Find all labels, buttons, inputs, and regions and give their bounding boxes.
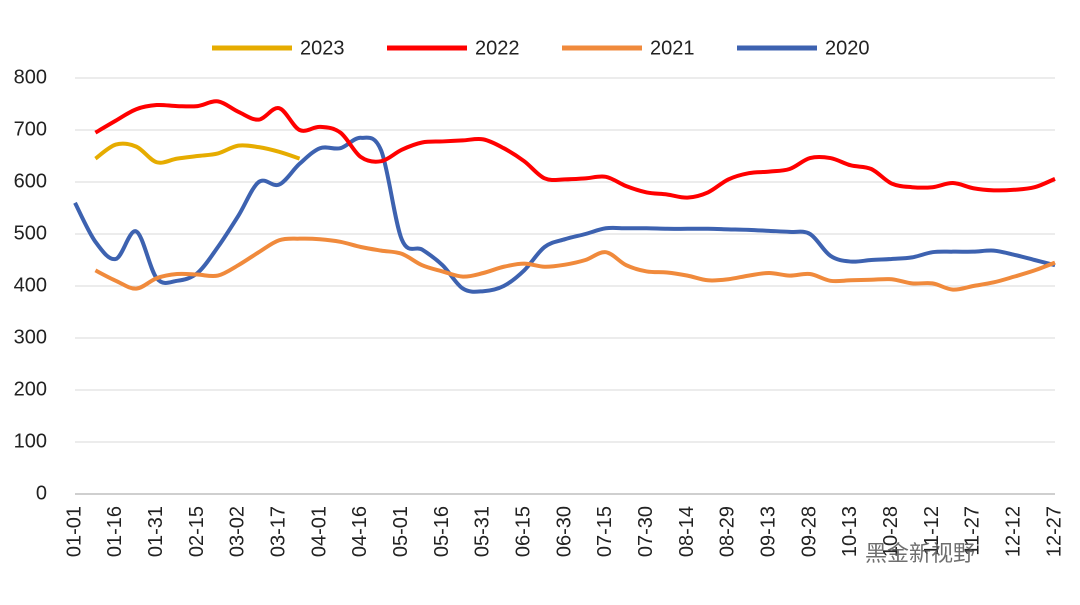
- legend-label: 2023: [300, 37, 345, 59]
- x-tick-label: 06-15: [512, 506, 534, 557]
- legend-label: 2022: [475, 37, 520, 59]
- series-line: [94, 99, 1056, 200]
- x-tick-label: 01-31: [145, 506, 167, 557]
- y-tick-label: 0: [36, 482, 47, 504]
- x-tick-label: 11-27: [962, 506, 984, 556]
- x-tick-label: 08-14: [676, 506, 698, 557]
- x-tick-label: 12-12: [1002, 506, 1024, 557]
- x-tick-label: 03-02: [227, 506, 249, 557]
- y-tick-label: 400: [14, 274, 47, 296]
- series-line: [94, 236, 1056, 292]
- x-tick-label: 09-13: [757, 506, 779, 557]
- x-tick-label: 06-30: [553, 506, 575, 557]
- series-line: [73, 135, 1056, 294]
- x-tick-label: 02-15: [186, 506, 208, 557]
- series-line: [94, 141, 301, 165]
- legend-label: 2021: [650, 37, 695, 59]
- y-tick-label: 300: [14, 326, 47, 348]
- plot: 0 100 200 300 400 500 600 700 800 01-01 01-16 01-31…: [14, 37, 1066, 557]
- x-tick-label: 05-31: [472, 506, 494, 557]
- legend-label: 2020: [825, 37, 870, 59]
- x-tick-label: 05-01: [390, 506, 412, 557]
- y-tick-label: 200: [14, 378, 47, 400]
- x-tick-label: 08-29: [717, 506, 739, 557]
- x-tick-label: 01-16: [104, 506, 126, 557]
- watermark: 黑金新视野: [865, 541, 975, 566]
- x-tick-label: 12-27: [1043, 506, 1065, 557]
- y-tick-label: 800: [14, 66, 47, 88]
- y-tick-label: 600: [14, 170, 47, 192]
- x-tick-label: 01-01: [63, 506, 85, 557]
- x-tick-label: 11-12: [921, 506, 943, 556]
- x-tick-label: 05-16: [431, 506, 453, 557]
- x-tick-label: 10-13: [839, 506, 861, 557]
- x-tick-label: 07-30: [635, 506, 657, 557]
- y-tick-label: 100: [14, 430, 47, 452]
- y-tick-label: 700: [14, 118, 47, 140]
- x-tick-label: 04-01: [308, 506, 330, 557]
- x-tick-label: 10-28: [880, 506, 902, 557]
- x-tick-label: 09-28: [798, 506, 820, 557]
- y-tick-label: 500: [14, 222, 47, 244]
- x-tick-label: 07-15: [594, 506, 616, 557]
- x-tick-label: 03-17: [267, 506, 289, 557]
- x-tick-label: 04-16: [349, 506, 371, 557]
